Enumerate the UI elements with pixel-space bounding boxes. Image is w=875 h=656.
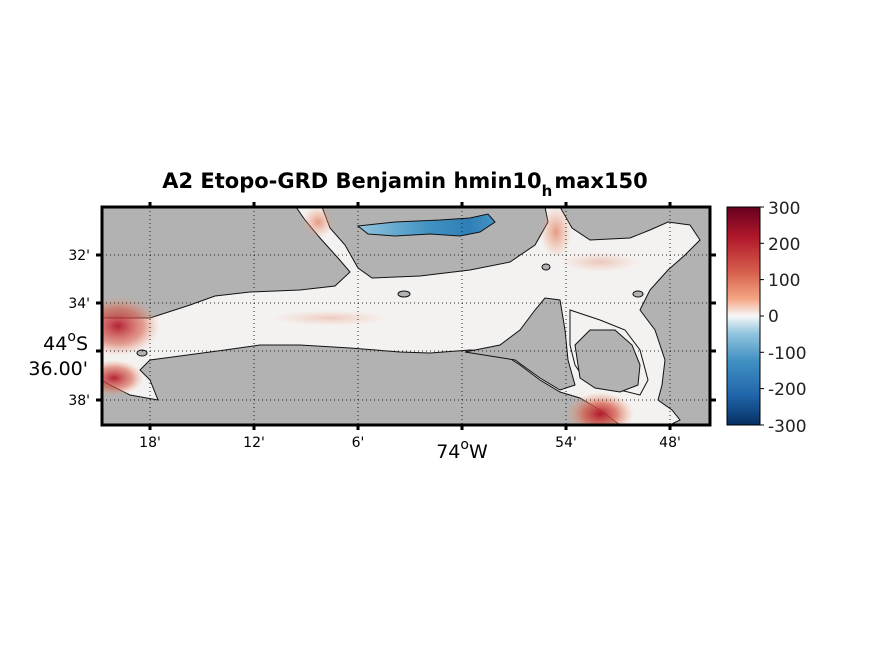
island [397, 290, 411, 298]
map-frame [100, 205, 712, 427]
y-tick-label: 38' [68, 393, 90, 409]
colorbar-tick-label: 0 [768, 307, 779, 327]
colorbar-gradient [726, 206, 761, 426]
map-panel [102, 207, 710, 425]
colorbar-tick-label: 200 [768, 235, 800, 255]
peninsula-east [574, 329, 641, 393]
colorbar-tick-label: 300 [768, 199, 800, 219]
x-tick-label: 6' [352, 435, 365, 451]
x-tick-label: 48' [659, 435, 681, 451]
frame-ticks [96, 202, 716, 430]
peninsula-south [464, 297, 576, 391]
map-title: A2 Etopo-GRD Benjamin hmin10hmax150 [162, 169, 648, 200]
colorbar: 300 200 100 0 -100 -200 -300 [726, 199, 807, 437]
warm-northeast [540, 207, 572, 258]
x-tick-label: 18' [139, 435, 161, 451]
island [632, 290, 644, 298]
colorbar-tick-label: -100 [768, 344, 807, 364]
colorbar-tick-label: -300 [768, 417, 807, 437]
y-tick-label: 32' [68, 248, 90, 264]
warm-north [302, 207, 334, 238]
x-center-label: 74oW [436, 437, 488, 463]
hotspot-southwest [102, 360, 144, 396]
hotspot-south [566, 392, 634, 425]
x-tick-label: 54' [555, 435, 577, 451]
colorbar-ticks [760, 206, 764, 426]
warm-east [560, 252, 640, 272]
y-center-label-min: 36.00' [28, 358, 88, 380]
colorbar-tick-label: 100 [768, 271, 800, 291]
y-tick-label: 34' [68, 296, 90, 312]
x-tick-label: 12' [243, 435, 265, 451]
colorbar-tick-label: -200 [768, 380, 807, 400]
y-center-label-deg: 44oS [43, 329, 88, 355]
graticule [102, 207, 710, 425]
island [541, 263, 551, 271]
hotspot-west [102, 296, 160, 356]
island [136, 349, 148, 357]
northern-lake [356, 213, 496, 237]
warm-channel [270, 310, 390, 326]
